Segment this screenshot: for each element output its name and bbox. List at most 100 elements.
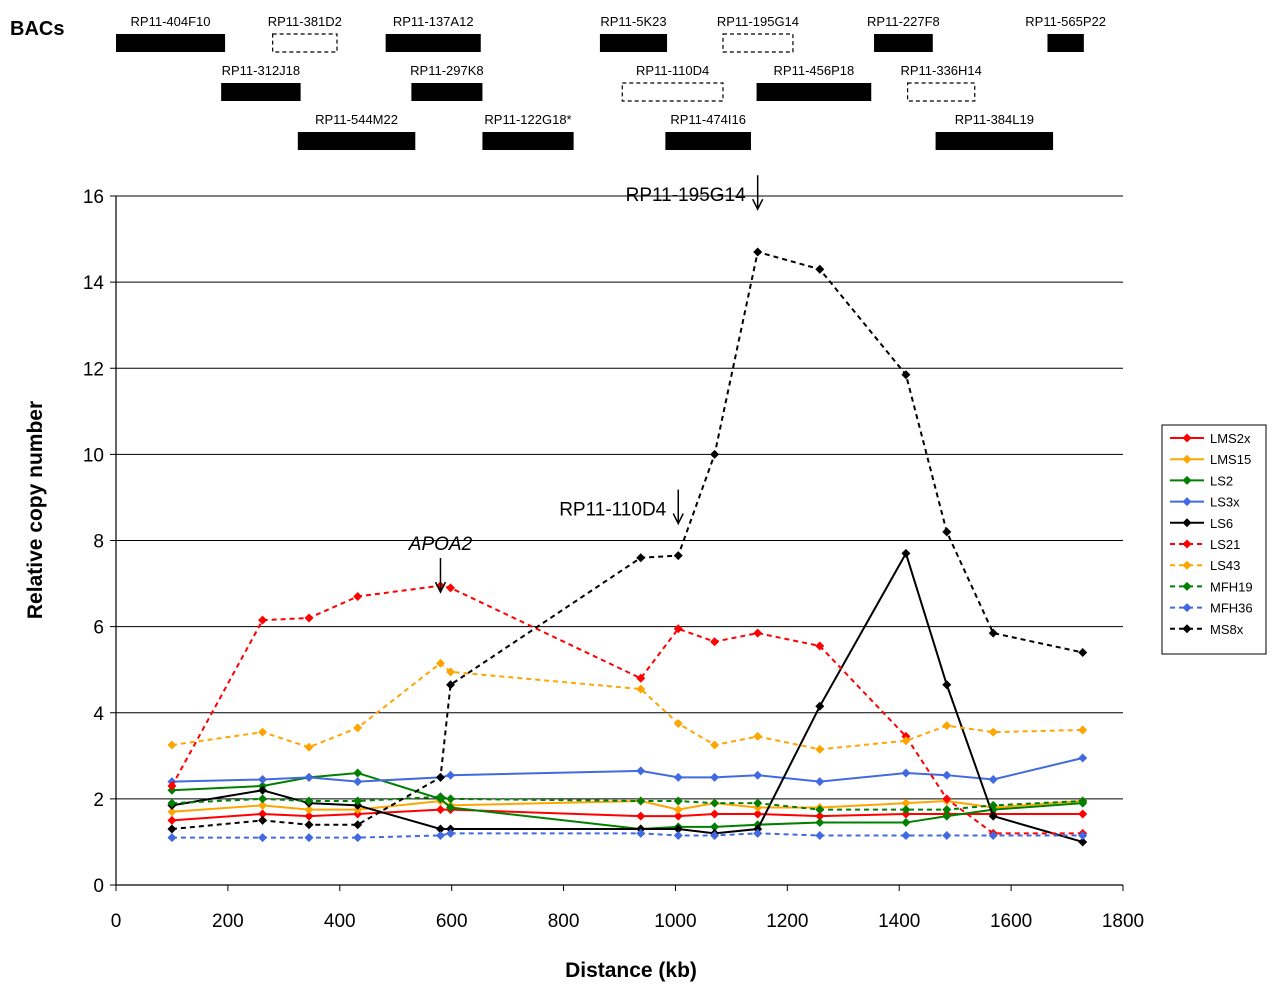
- legend: LMS2x LMS15 LS2 LS3x LS6 LS21 LS43 MFH19 MFH36 MS…: [1161, 424, 1267, 655]
- bac-track-title: BACs: [10, 18, 64, 40]
- legend-entry: LMS15: [1170, 452, 1251, 467]
- legend-label: LMS2x: [1210, 431, 1251, 446]
- x-tick-label: 1600: [990, 911, 1032, 932]
- data-point: [446, 794, 456, 804]
- data-point: [446, 802, 456, 812]
- data-point: [673, 719, 683, 729]
- data-point: [753, 809, 763, 819]
- y-tick-label: 10: [83, 445, 104, 466]
- x-axis-title: Distance (kb): [565, 959, 697, 982]
- legend-swatch-marker: [1182, 603, 1192, 613]
- bac-bar: [874, 34, 933, 52]
- y-tick-label: 14: [83, 273, 105, 294]
- annotation-label: RP11-110D4: [559, 500, 666, 521]
- data-point: [636, 766, 646, 776]
- data-point: [353, 777, 363, 787]
- y-tick-label: 8: [93, 532, 104, 553]
- legend-label: LS3x: [1210, 495, 1240, 510]
- data-point: [636, 796, 646, 806]
- data-point: [167, 815, 177, 825]
- x-tick-label: 200: [212, 911, 244, 932]
- legend-label: LS6: [1210, 516, 1233, 531]
- data-point: [167, 824, 177, 834]
- data-point: [353, 833, 363, 843]
- grid: [116, 195, 1123, 800]
- data-point: [636, 673, 646, 683]
- bac-label: RP11-336H14: [900, 63, 981, 78]
- bac-bar: [385, 34, 481, 52]
- bac-bar: [722, 33, 794, 53]
- bac-label: RP11-384L19: [955, 112, 1034, 127]
- legend-swatch-marker: [1182, 624, 1192, 634]
- bac-bar: [221, 83, 301, 101]
- data-point: [304, 805, 314, 815]
- data-point: [435, 658, 445, 668]
- data-point: [258, 833, 268, 843]
- data-point: [304, 742, 314, 752]
- legend-entry: LS6: [1170, 516, 1233, 531]
- data-point: [753, 247, 763, 257]
- legend-label: LMS15: [1210, 452, 1251, 467]
- legend-entry: MFH19: [1170, 579, 1253, 594]
- bac-label: RP11-195G14: [717, 14, 799, 29]
- legend-label: MS8x: [1210, 622, 1244, 637]
- series-mfh19: [167, 792, 1088, 815]
- bac-bar: [1047, 34, 1084, 52]
- data-point: [815, 264, 825, 274]
- data-point: [304, 613, 314, 623]
- data-point: [673, 811, 683, 821]
- series-lines: [167, 247, 1088, 847]
- series-ls43: [167, 658, 1088, 754]
- data-point: [258, 815, 268, 825]
- legend-entry: LS21: [1170, 537, 1240, 552]
- bac-label: RP11-456P18: [774, 63, 855, 78]
- data-point: [304, 796, 314, 806]
- legend-label: MFH36: [1210, 601, 1253, 616]
- legend-label: LS43: [1210, 558, 1240, 573]
- annotation-label: APOA2: [408, 534, 473, 555]
- data-point: [942, 527, 952, 537]
- data-point: [1078, 809, 1088, 819]
- data-point: [710, 637, 720, 647]
- data-point: [446, 680, 456, 690]
- bac-label: RP11-227F8: [867, 14, 940, 29]
- data-point: [446, 583, 456, 593]
- data-point: [435, 772, 445, 782]
- legend-swatch-marker: [1182, 497, 1192, 507]
- data-point: [167, 807, 177, 817]
- data-point: [815, 701, 825, 711]
- legend-entry: LS2: [1170, 473, 1233, 488]
- series-ls3x: [167, 753, 1088, 787]
- data-point: [710, 830, 720, 840]
- data-point: [988, 628, 998, 638]
- legend-swatch-marker: [1182, 560, 1192, 570]
- data-point: [901, 805, 911, 815]
- legend-swatch-marker: [1182, 518, 1192, 528]
- bac-bar: [621, 82, 724, 102]
- data-point: [673, 551, 683, 561]
- data-point: [167, 798, 177, 808]
- data-point: [446, 828, 456, 838]
- x-tick-label: 400: [324, 911, 356, 932]
- data-point: [753, 798, 763, 808]
- bac-bar: [297, 132, 416, 150]
- data-point: [435, 805, 445, 815]
- bac-label: RP11-404F10: [131, 14, 211, 29]
- x-tick-label: 1400: [878, 911, 920, 932]
- x-tick-label: 1800: [1102, 911, 1144, 932]
- data-point: [673, 796, 683, 806]
- annotations: RP11-195G14 RP11-110D4 APOA2: [408, 175, 764, 594]
- data-point: [258, 800, 268, 810]
- data-point: [815, 830, 825, 840]
- data-point: [636, 553, 646, 563]
- x-tick-label: 600: [436, 911, 468, 932]
- y-tick-label: 6: [93, 618, 104, 639]
- data-point: [988, 800, 998, 810]
- series-ms8x: [167, 247, 1088, 834]
- annotation-arrow-head: [434, 581, 447, 594]
- data-point: [942, 805, 952, 815]
- x-tick-label: 1200: [766, 911, 808, 932]
- data-point: [1078, 837, 1088, 847]
- data-point: [258, 785, 268, 795]
- legend-swatch-marker: [1182, 539, 1192, 549]
